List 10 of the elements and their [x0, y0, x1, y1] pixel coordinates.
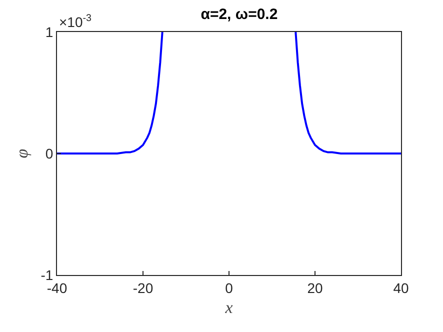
x-tick-label: 0 — [225, 280, 234, 296]
x-tick-label: 40 — [393, 280, 409, 296]
y-tick-label: 0 — [45, 145, 54, 162]
x-tick-label: -20 — [132, 280, 154, 296]
x-tick-label: 20 — [307, 280, 323, 296]
chart-title: α=2, ω=0.2 — [200, 6, 278, 23]
y-axis-title: φ — [12, 148, 32, 158]
text: ×10$^{-3}$ — [59, 13, 92, 30]
x-axis-title: x — [224, 298, 234, 318]
y-tick-label: 1 — [45, 24, 54, 40]
